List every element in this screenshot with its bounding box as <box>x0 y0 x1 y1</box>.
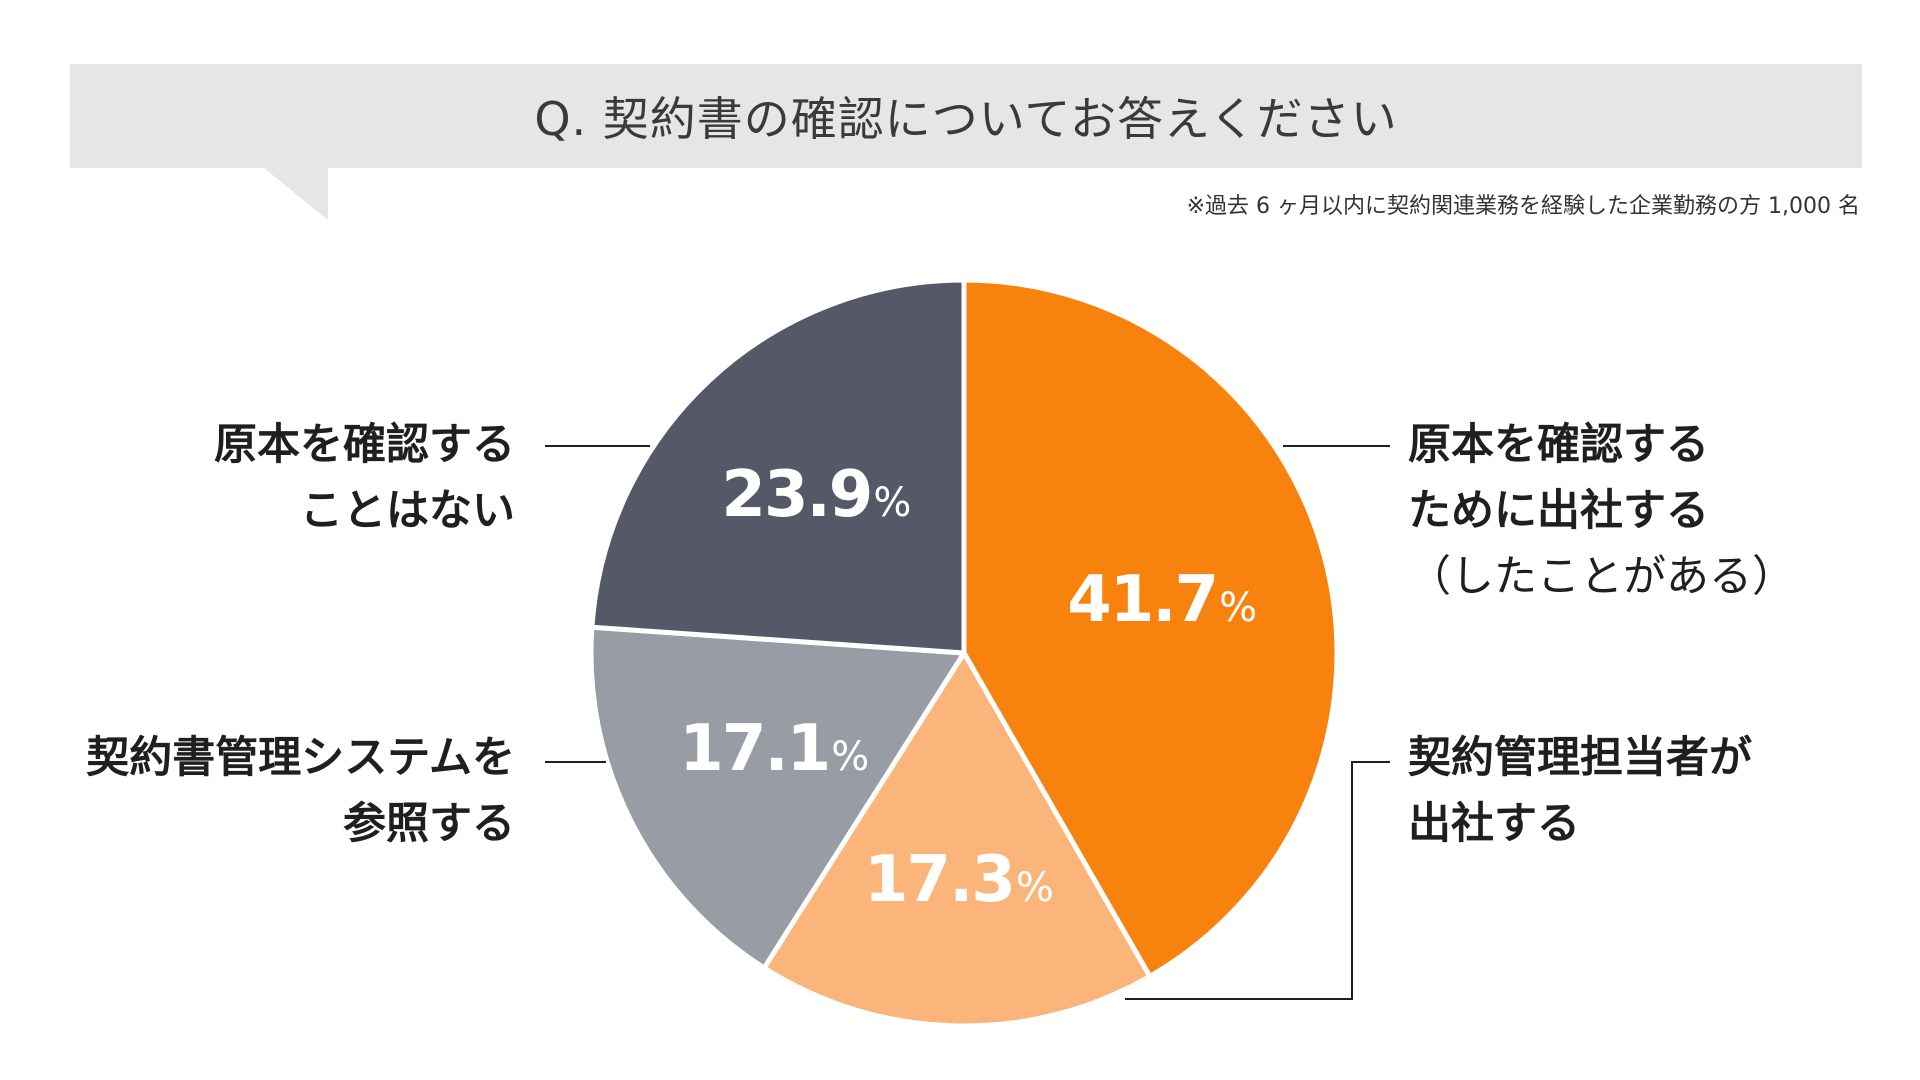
slice-label-sub: （したことがある） <box>1408 552 1795 602</box>
question-title: Q. 契約書の確認についてお答えください <box>534 92 1398 146</box>
value-unit: % <box>873 479 912 526</box>
value-number: 23.9 <box>721 457 873 532</box>
slice-label-line: 原本を確認する <box>1408 420 1709 470</box>
value-unit: % <box>1015 865 1054 912</box>
slice-label-never: 原本を確認する ことはない <box>214 412 515 544</box>
value-unit: % <box>831 733 870 780</box>
slice-label-line: 原本を確認する <box>214 420 515 470</box>
slice-label-line: 出社する <box>1408 799 1580 849</box>
slice-label-line: 契約管理担当者が <box>1408 733 1752 783</box>
value-unit: % <box>1219 585 1258 632</box>
slice-value: 17.3% <box>864 843 1054 917</box>
survey-note: ※過去 6 ヶ月以内に契約関連業務を経験した企業勤務の方 1,000 名 <box>1186 194 1860 219</box>
slice-label-line: 参照する <box>343 799 515 849</box>
pie-slice <box>961 277 1340 979</box>
value-number: 17.1 <box>679 711 831 786</box>
slice-label-line: ことはない <box>300 486 515 536</box>
slice-label-line: 契約書管理システムを <box>86 733 515 783</box>
slice-label-line: ために出社する <box>1408 486 1709 536</box>
pie-slice <box>589 277 967 656</box>
slice-value: 41.7% <box>1067 563 1257 637</box>
leader-line <box>1125 761 1390 1000</box>
slice-label-manager-goes: 契約管理担当者が 出社する <box>1408 725 1752 857</box>
question-banner <box>70 64 1862 168</box>
value-number: 41.7 <box>1067 563 1219 638</box>
slice-label-system: 契約書管理システムを 参照する <box>86 725 515 857</box>
slice-value: 23.9% <box>721 458 911 532</box>
pie-slice <box>761 650 1153 1029</box>
slice-value: 17.1% <box>679 712 869 786</box>
value-number: 17.3 <box>864 843 1016 918</box>
slice-label-go-to-office: 原本を確認する ために出社する （したことがある） <box>1408 412 1795 610</box>
pie-slice <box>588 624 967 971</box>
